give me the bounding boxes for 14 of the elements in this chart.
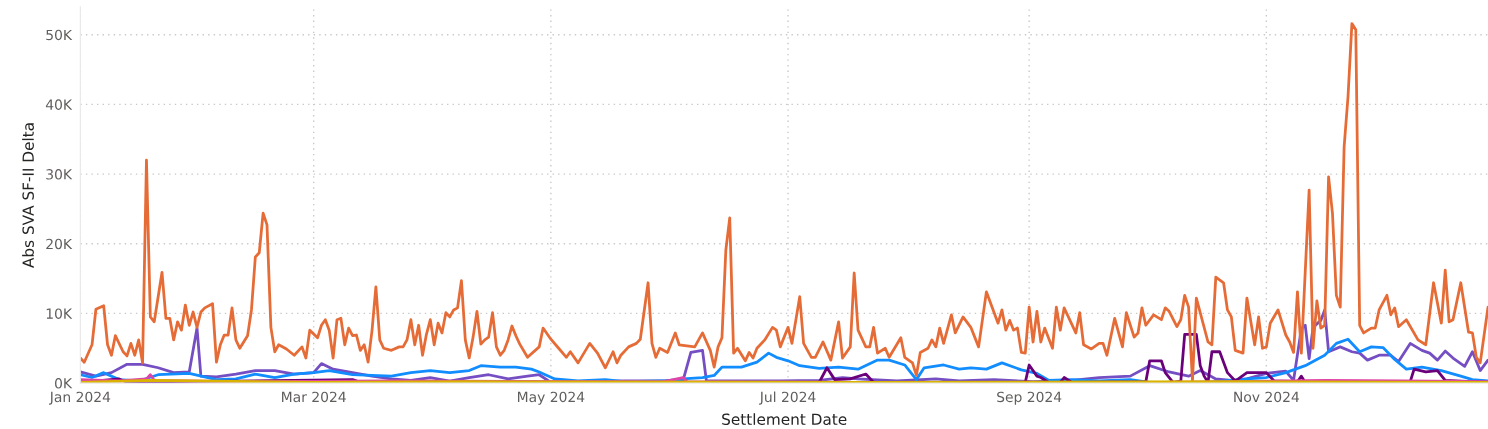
- y-tick-label: 30K: [46, 169, 73, 180]
- x-tick-label: Nov 2024: [1234, 391, 1300, 403]
- x-axis-title: Settlement Date: [722, 413, 847, 426]
- y-tick-label: 40K: [45, 99, 73, 110]
- y-axis-title: Abs SVA SF-II Delta: [22, 123, 34, 268]
- x-tick-label: Mar 2024: [282, 391, 346, 403]
- y-tick-label: 20K: [46, 238, 73, 250]
- y-tick-label: 10K: [46, 308, 73, 319]
- x-tick-label: May 2024: [517, 391, 585, 405]
- x-tick-label: Jan 2024: [49, 391, 111, 405]
- y-tick-label: 0K: [54, 378, 73, 389]
- x-tick-label: Jul 2024: [759, 391, 816, 405]
- y-tick-label: 50K: [46, 29, 73, 41]
- x-tick-label: Sep 2024: [997, 391, 1062, 405]
